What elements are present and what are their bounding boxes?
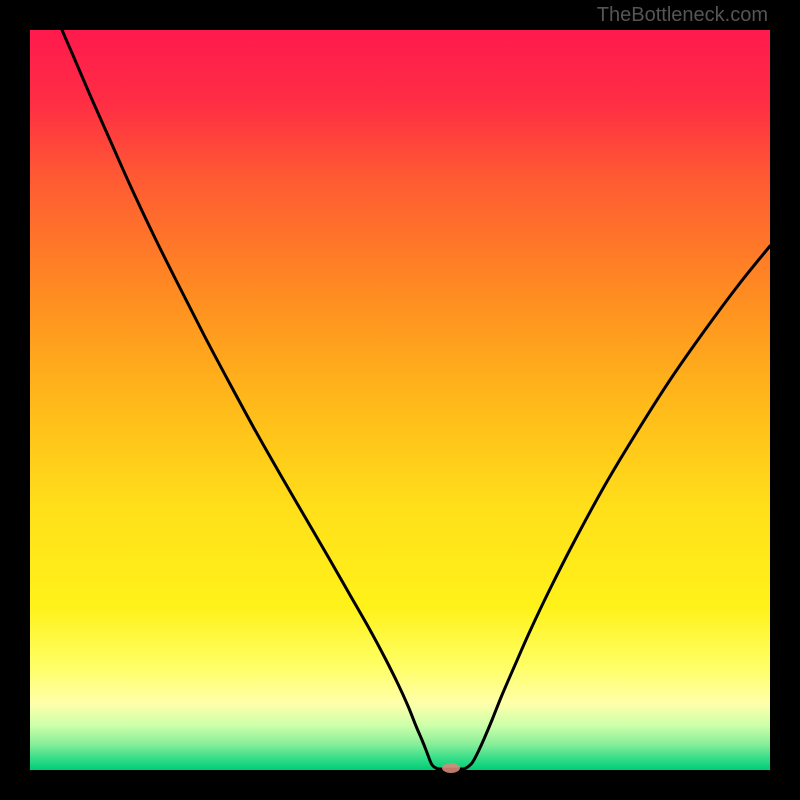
plot-area <box>30 30 770 770</box>
curve-path <box>62 30 770 769</box>
bottleneck-curve <box>30 30 770 770</box>
chart-canvas: TheBottleneck.com <box>0 0 800 800</box>
optimal-marker <box>442 763 460 773</box>
watermark-text: TheBottleneck.com <box>597 4 768 27</box>
